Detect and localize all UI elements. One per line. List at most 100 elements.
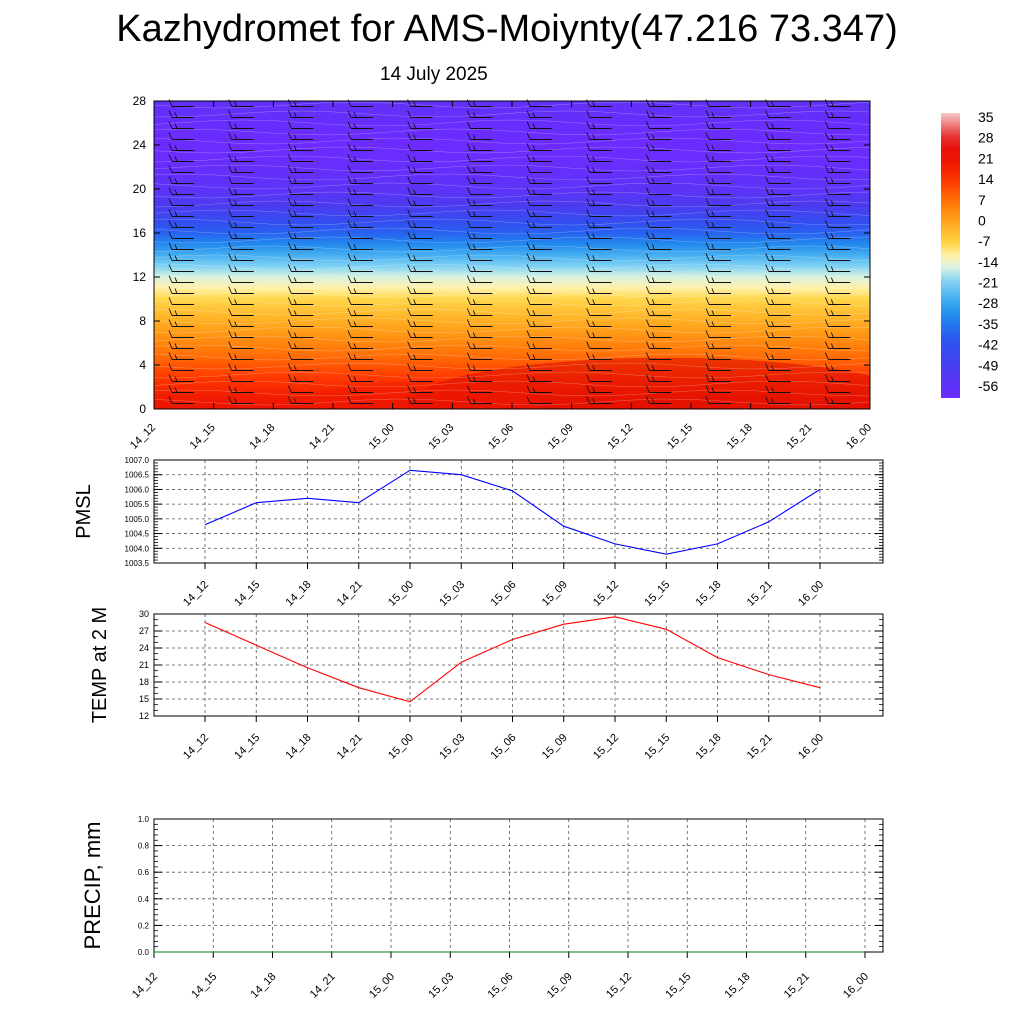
wind-barb [765, 242, 791, 250]
wind-barb [228, 242, 254, 250]
wind-barb-feather [347, 396, 352, 404]
wind-barb [645, 121, 672, 129]
heatmap-x-tick-label: 15_12 [605, 422, 635, 452]
wind-barb [228, 275, 254, 283]
wind-barb-feather [228, 374, 233, 382]
wind-barb-feather [532, 255, 536, 261]
wind-barb-feather [592, 354, 596, 360]
wind-barb-feather [586, 154, 591, 162]
wind-barb-feather [347, 286, 352, 294]
wind-barb [168, 187, 194, 195]
wind-barb-feather [413, 299, 417, 305]
wind-barb-feather [472, 178, 476, 184]
wind-barb [287, 253, 314, 261]
wind-barb-feather [353, 288, 357, 294]
wind-barb-feather [228, 220, 233, 228]
wind-barb-feather [293, 145, 297, 151]
wind-barb-feather [407, 165, 412, 173]
wind-barb-feather [293, 376, 297, 382]
wind-barb [824, 231, 851, 239]
x-tick-label: 15_09 [540, 732, 570, 762]
x-tick-label: 15_03 [426, 971, 456, 1001]
wind-barb-feather [228, 363, 233, 371]
wind-barb-feather [228, 396, 233, 404]
wind-barb-feather [651, 365, 655, 371]
wind-barb [586, 242, 612, 250]
wind-barb-feather [586, 396, 591, 404]
wind-barb-feather [830, 266, 834, 272]
wind-barb-feather [645, 132, 650, 140]
wind-barb-feather [407, 121, 412, 129]
wind-barb-feather [234, 321, 238, 327]
wind-barb [586, 143, 612, 151]
wind-barb [407, 132, 433, 140]
wind-barb [466, 220, 493, 228]
wind-barb [586, 209, 612, 217]
wind-barb-feather [293, 101, 297, 107]
heatmap-x-tick-label: 15_09 [546, 422, 576, 452]
wind-barb [228, 143, 254, 151]
wind-barb [168, 264, 194, 272]
wind-barb-feather [645, 352, 650, 360]
wind-barb-feather [651, 299, 655, 305]
temp-panel: 12 15 18 21 24 27 30 14_12 14_15 14_18 14_21 15_00 1… [89, 607, 884, 762]
wind-barb [466, 132, 493, 140]
wind-barb-feather [705, 264, 710, 272]
wind-barb [824, 110, 851, 118]
wind-barb-feather [711, 244, 715, 250]
wind-barb-feather [413, 167, 417, 173]
wind-barb-feather [645, 396, 650, 404]
heatmap-y-tick-label: 4 [139, 358, 146, 372]
colorbar-label: 21 [978, 150, 994, 166]
wind-barb-feather [293, 112, 297, 118]
wind-barb-feather [645, 363, 650, 371]
wind-barb-feather [592, 189, 596, 195]
x-tick-label: 15_15 [663, 971, 693, 1001]
wind-barb [466, 165, 493, 173]
wind-barb [407, 396, 433, 404]
wind-barb-feather [705, 132, 710, 140]
heatmap-x-tick-label: 14_21 [307, 422, 337, 452]
wind-barb-feather [168, 253, 173, 261]
wind-barb [824, 209, 851, 217]
wind-barb-feather [830, 134, 834, 140]
wind-barb-feather [168, 220, 173, 228]
wind-barb [586, 176, 612, 184]
wind-barb-feather [532, 178, 536, 184]
wind-barb-feather [586, 352, 591, 360]
wind-barb [287, 176, 314, 184]
wind-barb-feather [824, 264, 829, 272]
wind-barb-feather [353, 310, 357, 316]
wind-barb-feather [287, 253, 292, 261]
wind-barb-feather [824, 209, 829, 217]
wind-barb-feather [466, 143, 471, 151]
wind-barb [645, 143, 672, 151]
wind-barb [347, 110, 373, 118]
wind-barb-feather [586, 374, 591, 382]
wind-barb [705, 308, 731, 316]
wind-barb-feather [293, 310, 297, 316]
wind-barb-feather [353, 123, 357, 129]
wind-barb-feather [526, 154, 531, 162]
wind-barb-feather [228, 275, 233, 283]
wind-barb-feather [586, 165, 591, 173]
colorbar-label: -14 [978, 254, 998, 270]
wind-barb [407, 154, 433, 162]
wind-barb-feather [592, 365, 596, 371]
wind-barb [287, 198, 314, 206]
wind-barb-feather [711, 321, 715, 327]
wind-barb [705, 396, 731, 404]
wind-barb [586, 308, 612, 316]
wind-barb-feather [765, 374, 770, 382]
wind-barb-feather [771, 200, 775, 206]
wind-barb [168, 319, 194, 327]
wind-barb [466, 308, 493, 316]
wind-barb-feather [168, 396, 173, 404]
heatmap-x-tick-label: 14_12 [128, 422, 158, 452]
wind-barb-feather [466, 330, 471, 338]
wind-barb-feather [353, 145, 357, 151]
wind-barb [287, 132, 314, 140]
wind-barb [824, 264, 851, 272]
wind-barb-feather [347, 231, 352, 239]
wind-barb-feather [407, 154, 412, 162]
